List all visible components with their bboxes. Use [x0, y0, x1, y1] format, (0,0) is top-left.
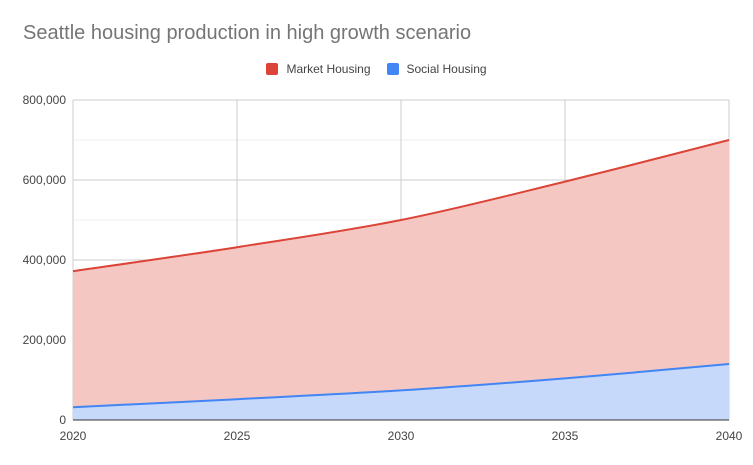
series-line-market-housing	[72, 139, 730, 273]
x-tick-label: 2030	[388, 429, 415, 443]
legend-label-social-housing: Social Housing	[406, 62, 487, 76]
chart-title: Seattle housing production in high growt…	[23, 22, 472, 44]
legend-label-market-housing: Market Housing	[286, 62, 371, 76]
legend: Market Housing Social Housing	[0, 62, 753, 76]
x-tick-label: 2020	[60, 429, 87, 443]
legend-swatch-market-housing	[266, 63, 279, 75]
y-tick-label: 400,000	[23, 253, 67, 267]
legend-item-social-housing[interactable]: Social Housing	[386, 62, 487, 76]
legend-item-market-housing[interactable]: Market Housing	[266, 62, 371, 76]
y-tick-label: 200,000	[23, 333, 67, 347]
x-tick-label: 2035	[552, 429, 579, 443]
y-tick-label: 800,000	[23, 93, 67, 107]
x-tick-label: 2040	[716, 429, 743, 443]
series-line-social-housing	[72, 363, 730, 409]
legend-swatch-social-housing	[386, 63, 399, 75]
x-tick-label: 2025	[224, 429, 251, 443]
y-tick-label: 600,000	[23, 173, 67, 187]
area-social-housing	[73, 364, 729, 420]
y-tick-label: 0	[59, 413, 66, 427]
area-market-housing	[73, 140, 729, 420]
